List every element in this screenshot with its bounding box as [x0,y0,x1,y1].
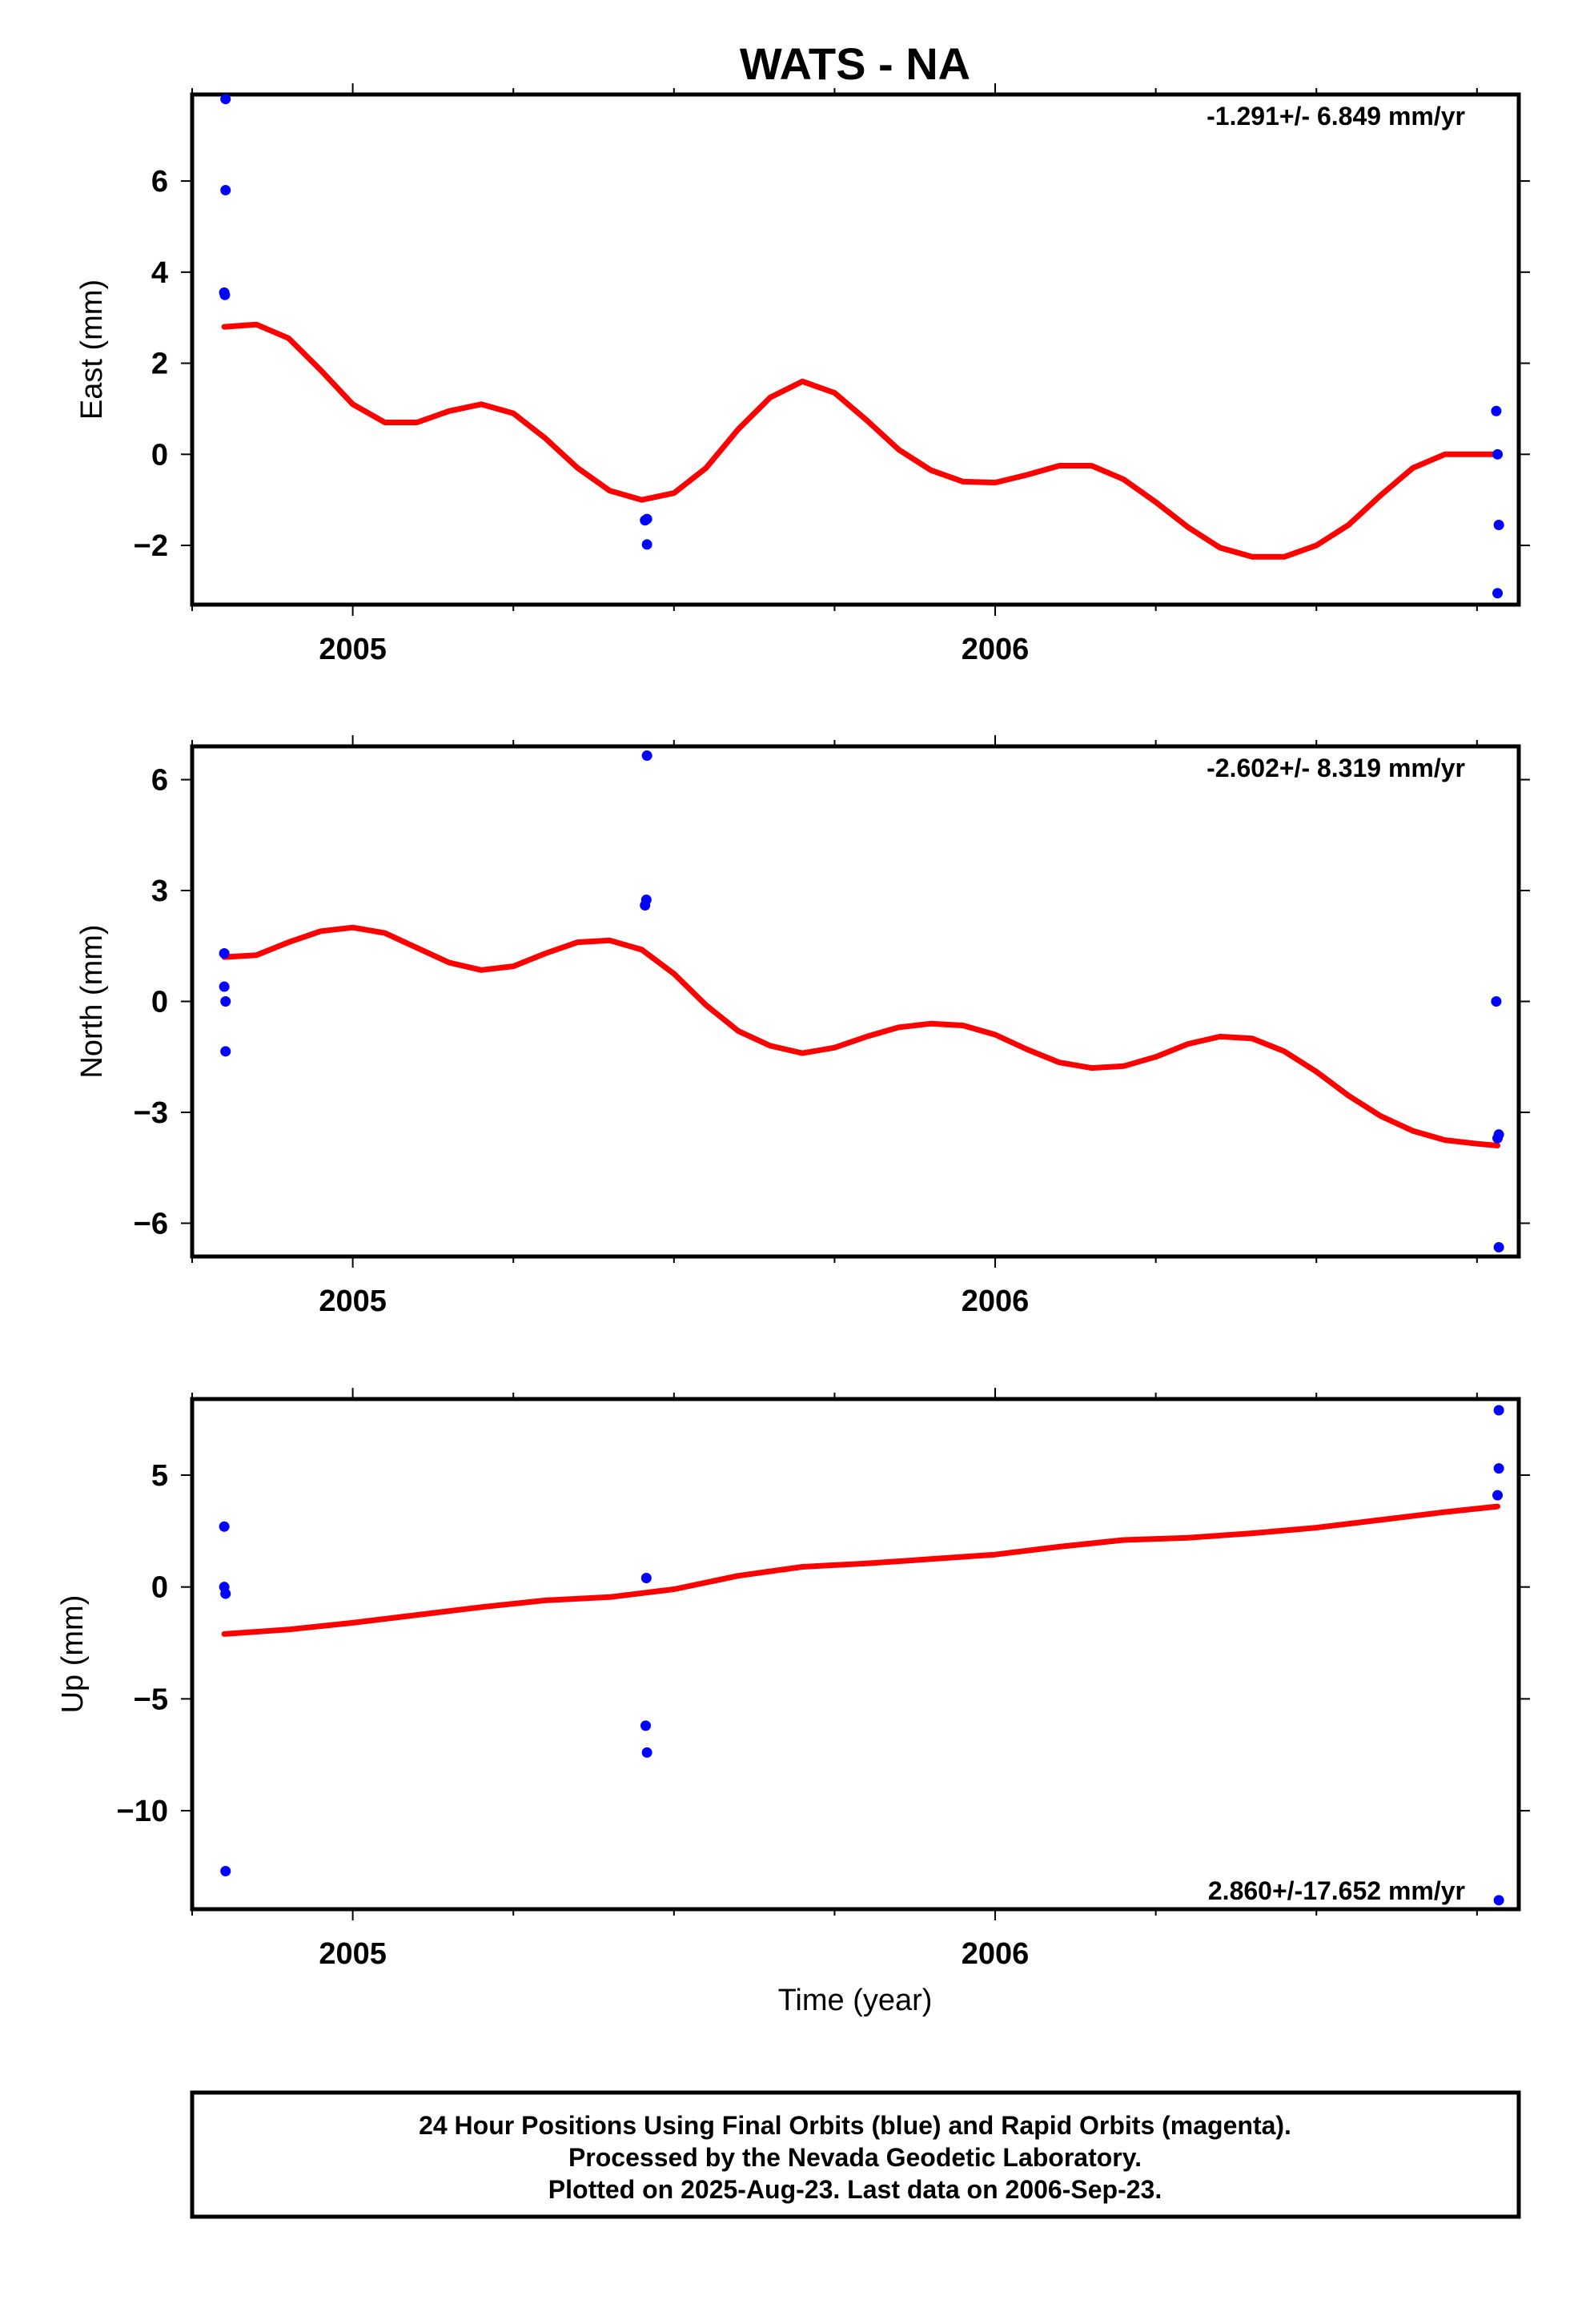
east-data-point [1493,519,1504,530]
up-fit-curve [221,1503,1500,1637]
north-data-point [219,947,230,959]
north-data-point [220,1046,231,1057]
up-data-point [220,1588,231,1599]
east-panel: 2005 2006 −2 0 2 4 6 East (mm) -1.291+/- 6.849 m… [75,83,1530,666]
y-tick-label: 5 [151,1459,168,1493]
y-tick-label: 2 [151,348,168,381]
east-data-point [219,289,231,300]
y-tick-label: 4 [151,256,168,290]
footer-frame [190,2090,1521,2219]
east-fit-curve [221,321,1500,560]
up-data-point [1492,1490,1504,1501]
up-data-point [1493,1895,1504,1906]
north-data-point [1493,1241,1504,1252]
north-data-point [219,981,230,992]
north-rate-label: -2.602+/- 8.319 mm/yr [1207,754,1465,782]
east-data-point [220,94,231,105]
x-tick-label: 2005 [319,633,387,666]
up-data-point [1493,1405,1504,1416]
y-tick-label: 3 [151,875,168,908]
footer-box: 24 Hour Positions Using Final Orbits (bl… [190,2090,1521,2219]
up-axis-label: Up (mm) [56,1595,90,1714]
north-data-point [641,750,652,762]
east-data-point [220,184,231,195]
east-axis-label: East (mm) [75,279,109,420]
x-axis-label: Time (year) [778,1984,933,2017]
up-data-point [220,1866,231,1877]
y-tick-label: −10 [117,1795,168,1828]
x-tick-label: 2006 [962,633,1030,666]
y-tick-label: −6 [134,1207,168,1240]
y-tick-label: −2 [134,529,168,563]
footer-line-2: Processed by the Nevada Geodetic Laborat… [568,2143,1142,2172]
north-fit-curve [221,924,1500,1148]
x-tick-label: 2006 [962,1937,1030,1971]
footer-line-3: Plotted on 2025-Aug-23. Last data on 200… [548,2175,1162,2204]
y-tick-label: 0 [151,438,168,472]
east-data-point [1492,448,1504,460]
y-tick-label: 6 [151,764,168,798]
north-data-point [1491,996,1502,1007]
up-data-point [640,1573,652,1584]
north-panel: 2005 2006 −6 −3 0 3 6 North (mm) -2.602+/- 8.319… [75,735,1530,1318]
east-plot-frame [190,92,1521,607]
y-tick-label: −5 [134,1683,168,1716]
north-data-point [220,996,231,1007]
east-data-point [641,539,652,550]
east-data-point [641,513,652,525]
north-axis-label: North (mm) [75,924,109,1078]
east-rate-label: -1.291+/- 6.849 mm/yr [1207,102,1465,131]
y-tick-label: −3 [134,1096,168,1130]
up-plot-frame [190,1397,1521,1912]
y-tick-label: 0 [151,986,168,1019]
up-data-point [641,1747,652,1758]
up-data-point [640,1720,652,1731]
east-data-point [1492,588,1504,599]
up-rate-label: 2.860+/-17.652 mm/yr [1208,1876,1465,1905]
x-tick-label: 2005 [319,1937,387,1971]
up-data-point [219,1521,230,1532]
east-data-point [1491,405,1502,416]
north-plot-frame [190,744,1521,1259]
footer-line-1: 24 Hour Positions Using Final Orbits (bl… [419,2111,1291,2140]
north-data-point [640,895,652,906]
y-tick-label: 6 [151,165,168,199]
x-tick-label: 2006 [962,1285,1030,1318]
up-data-point [1493,1463,1504,1474]
north-data-point [1492,1132,1504,1144]
figure-title: WATS - NA [740,38,970,89]
y-tick-label: 0 [151,1571,168,1605]
x-tick-label: 2005 [319,1285,387,1318]
up-panel: 2005 2006 −10 −5 0 5 Up (mm) 2.860+/-17.652 mm/… [56,1388,1530,1971]
